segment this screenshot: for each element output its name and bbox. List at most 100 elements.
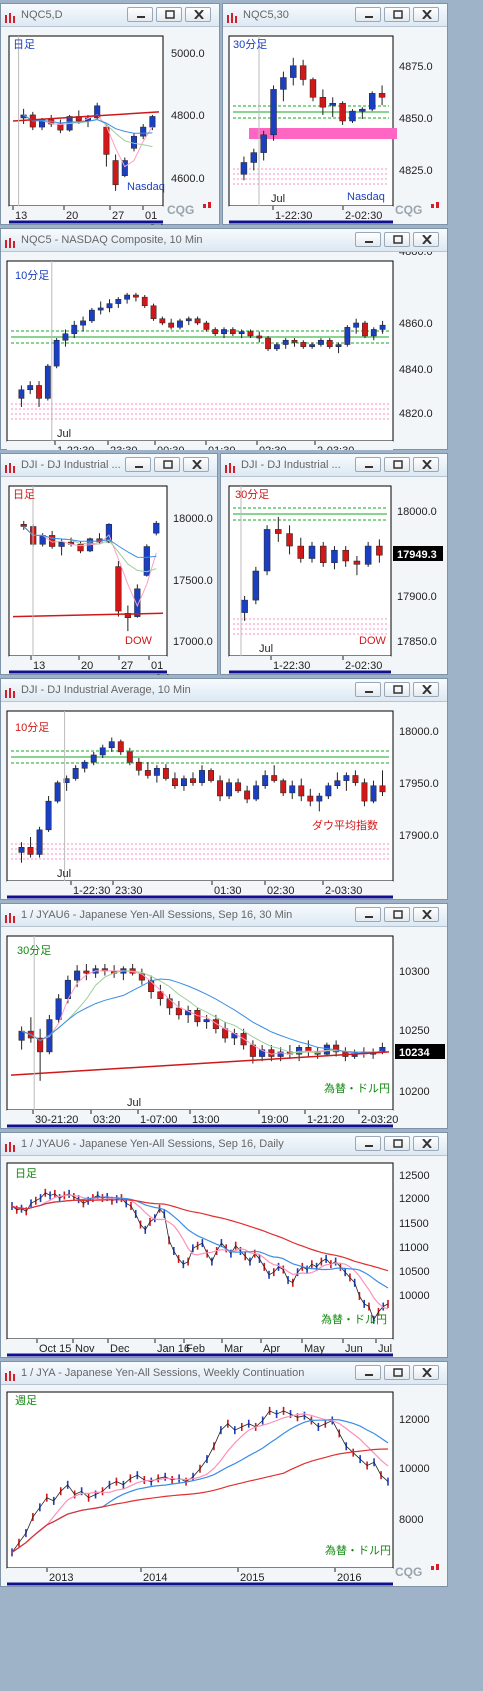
chart-window-p9[interactable]: 1 / JYA - Japanese Yen-All Sessions, Wee… <box>0 1361 448 1587</box>
x-tick-label: 2-02:30 <box>345 660 382 672</box>
chart-window-p6[interactable]: DJI - DJ Industrial Average, 10 Min 18000… <box>0 678 448 900</box>
restore-button[interactable] <box>384 1365 410 1380</box>
close-button[interactable] <box>413 1365 439 1380</box>
x-tick-label: 30-21:20 <box>35 1114 78 1126</box>
restore-button[interactable] <box>384 907 410 922</box>
y-tick-label: 10500 <box>399 1266 430 1278</box>
chart-app-icon <box>5 685 17 698</box>
candle <box>80 316 86 332</box>
minimize-button[interactable] <box>355 682 381 697</box>
x-tick-label: 2-02:30 <box>345 210 382 222</box>
long-moving-average-line <box>11 1199 389 1272</box>
candle <box>379 320 386 334</box>
minimize-button[interactable] <box>355 1365 381 1380</box>
restore-button[interactable] <box>384 682 410 697</box>
y-tick-label: 17900.0 <box>397 591 437 603</box>
minimize-icon <box>365 1374 373 1376</box>
y-tick-label: 17900.0 <box>399 830 439 842</box>
close-button[interactable] <box>413 682 439 697</box>
x-tick-label: Oct 15 <box>39 1343 71 1355</box>
minimize-icon <box>135 466 143 468</box>
chart-canvas[interactable]: 4875.0 4850.0 4825.0 1-22:30 2-02:30 Jul 30分足 N… <box>223 27 447 225</box>
cqg-logo-mark <box>436 202 439 208</box>
chart-canvas[interactable]: 4880.0 4860.0 4840.0 4820.0 1-22:30 23:30 00:3… <box>1 252 447 450</box>
chart-window-p5[interactable]: DJI - DJ Industrial ... 18000.0 17900.0 178… <box>220 453 448 675</box>
chart-canvas[interactable]: 10300 10250 10200 10234 30-21:20 03:20 1-07:00… <box>1 927 447 1129</box>
restore-button[interactable] <box>384 232 410 247</box>
chart-canvas[interactable]: 12500 12000 11500 11000 10500 10000 Oct 15 Nov D… <box>1 1156 447 1358</box>
window-titlebar[interactable]: DJI - DJ Industrial ... <box>221 454 447 477</box>
chart-window-p4[interactable]: DJI - DJ Industrial ... 18000.0 17500.0 170… <box>0 453 218 675</box>
chart-canvas[interactable]: 18000.0 17900.0 17850.0 17949.3 1-22:30 2-02:… <box>221 477 447 675</box>
close-button[interactable] <box>413 1136 439 1151</box>
chart-window-p7[interactable]: 1 / JYAU6 - Japanese Yen-All Sessions, S… <box>0 903 448 1129</box>
x-tick-label: 23:30 <box>110 445 138 450</box>
chart-canvas[interactable]: 18000.0 17500.0 17000.0 13 20 27 01Jul 日足 DOW <box>1 477 217 675</box>
minimize-button[interactable] <box>355 7 381 22</box>
candle <box>27 381 34 395</box>
window-titlebar[interactable]: NQC5,D <box>1 4 219 27</box>
candle <box>49 530 56 549</box>
candle <box>124 605 131 632</box>
restore-button[interactable] <box>384 457 410 472</box>
candle <box>289 780 296 800</box>
window-titlebar[interactable]: NQC5 - NASDAQ Composite, 10 Min <box>1 229 447 252</box>
candle <box>335 342 342 354</box>
restore-button[interactable] <box>384 1136 410 1151</box>
restore-icon <box>393 10 403 19</box>
minimize-button[interactable] <box>125 457 151 472</box>
long-moving-average-line <box>11 1448 389 1553</box>
timeframe-label: 10分足 <box>15 269 49 282</box>
candle <box>361 778 368 807</box>
window-titlebar[interactable]: 1 / JYAU6 - Japanese Yen-All Sessions, S… <box>1 904 447 927</box>
y-tick-label: 11000 <box>399 1242 429 1254</box>
x-subscale-label: Jul <box>155 673 169 675</box>
close-button[interactable] <box>185 7 211 22</box>
candle <box>106 299 113 313</box>
close-button[interactable] <box>413 7 439 22</box>
window-titlebar[interactable]: DJI - DJ Industrial ... <box>1 454 217 477</box>
candle <box>280 71 287 102</box>
last-value-text: 17949.3 <box>397 549 437 561</box>
close-button[interactable] <box>413 457 439 472</box>
candle <box>126 747 133 766</box>
y-tick-label: 4600.0 <box>171 173 205 185</box>
x-tick-label: 01:30 <box>208 445 236 450</box>
window-titlebar[interactable]: DJI - DJ Industrial Average, 10 Min <box>1 679 447 702</box>
x-tick-label: Nov <box>75 1343 95 1355</box>
close-button[interactable] <box>183 457 209 472</box>
y-tick-label: 11500 <box>399 1218 429 1230</box>
minimize-button[interactable] <box>355 457 381 472</box>
chart-window-p2[interactable]: NQC5,30 4875.0 4850.0 4825.0 1-22:30 2-02:30 J… <box>222 3 448 225</box>
chart-canvas[interactable]: 18000.0 17950.0 17900.0 1-22:30 23:30 01:30 02… <box>1 702 447 900</box>
close-button[interactable] <box>413 907 439 922</box>
chart-window-p1[interactable]: NQC5,D 5000.0 4800.0 4600.0 13 20 27 01Jul 日足 Nas… <box>0 3 220 225</box>
candle <box>370 780 377 804</box>
candle <box>353 318 360 334</box>
chart-window-p3[interactable]: NQC5 - NASDAQ Composite, 10 Min 4880.0 486… <box>0 228 448 450</box>
minimize-icon <box>365 466 373 468</box>
candle <box>217 775 224 802</box>
candle <box>316 792 323 812</box>
candle <box>115 297 122 308</box>
restore-button[interactable] <box>156 7 182 22</box>
restore-button[interactable] <box>154 457 180 472</box>
chart-window-p8[interactable]: 1 / JYAU6 - Japanese Yen-All Sessions, S… <box>0 1132 448 1358</box>
minimize-button[interactable] <box>355 907 381 922</box>
minimize-button[interactable] <box>355 1136 381 1151</box>
x-tick-label: Feb <box>186 1343 205 1355</box>
window-titlebar[interactable]: NQC5,30 <box>223 4 447 27</box>
minimize-button[interactable] <box>355 232 381 247</box>
x-subscale-label: Jul <box>149 223 163 225</box>
close-button[interactable] <box>413 232 439 247</box>
moving-average-line <box>23 526 157 558</box>
window-titlebar[interactable]: 1 / JYAU6 - Japanese Yen-All Sessions, S… <box>1 1133 447 1156</box>
window-title: 1 / JYA - Japanese Yen-All Sessions, Wee… <box>21 1367 305 1379</box>
window-titlebar[interactable]: 1 / JYA - Japanese Yen-All Sessions, Wee… <box>1 1362 447 1385</box>
price-line <box>11 1192 389 1321</box>
restore-button[interactable] <box>384 7 410 22</box>
minimize-button[interactable] <box>127 7 153 22</box>
x-tick-label: 27 <box>112 210 124 222</box>
